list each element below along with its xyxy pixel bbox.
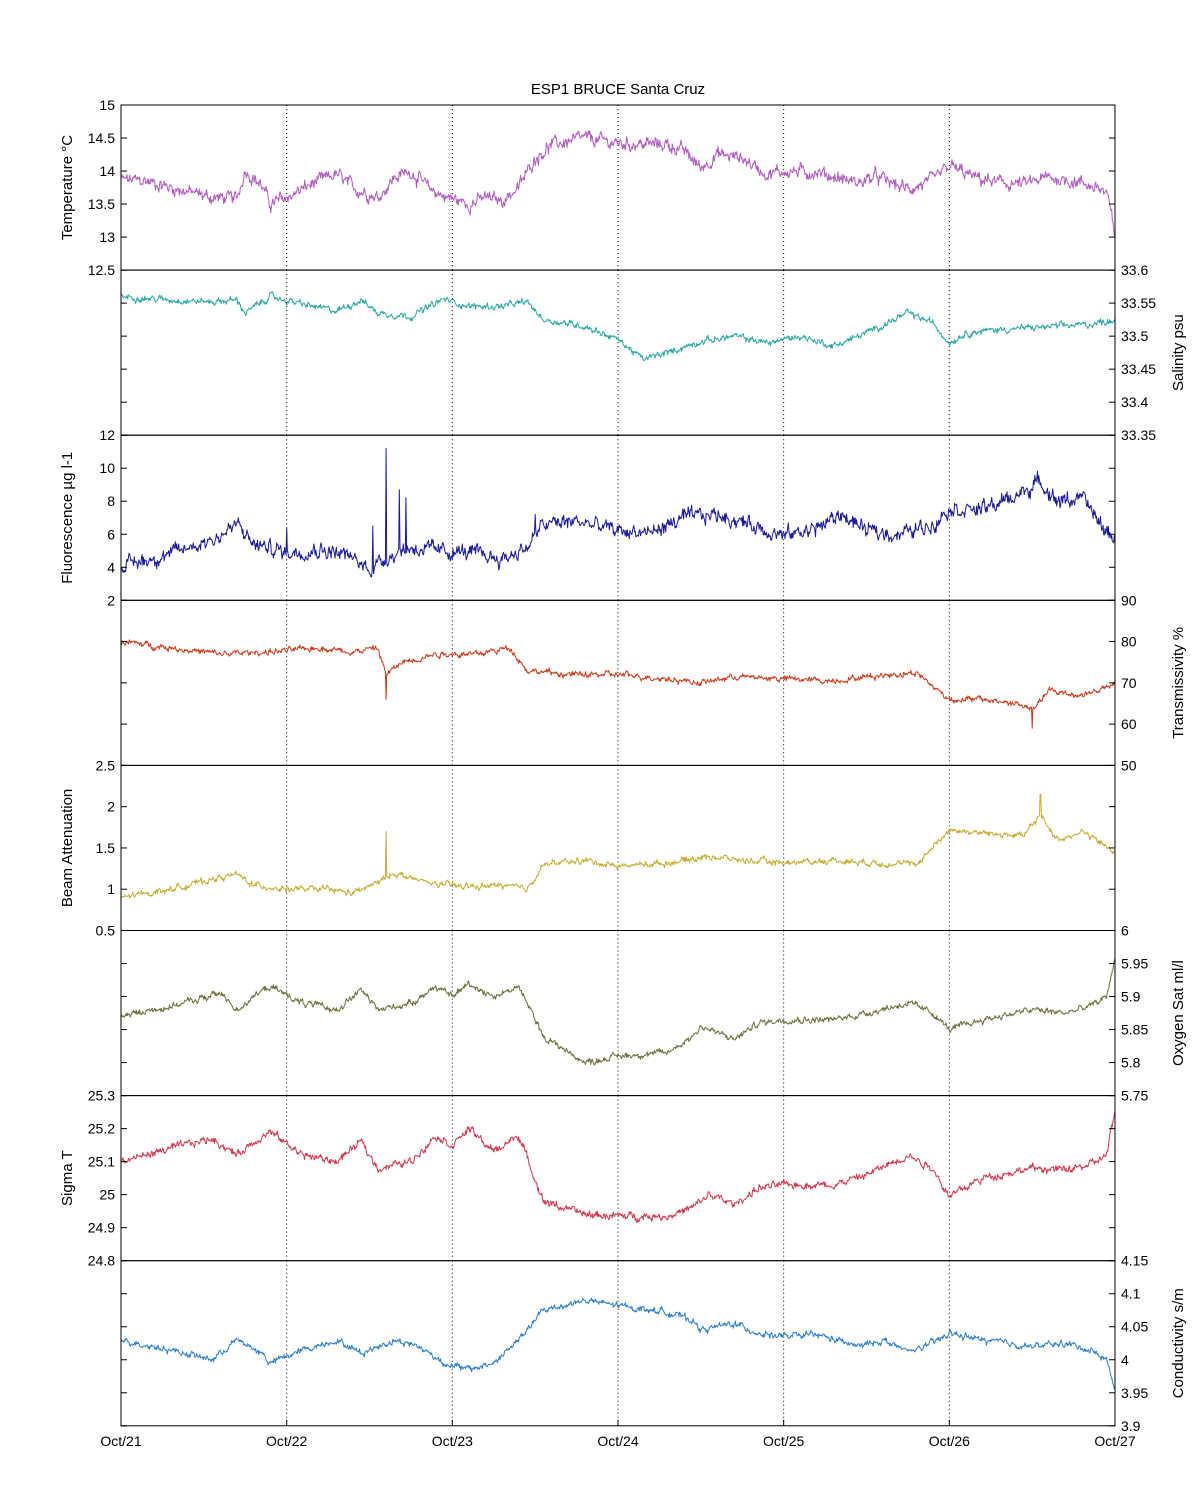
y-tick-label: 80 xyxy=(1121,634,1137,650)
y-tick-label: 24.9 xyxy=(88,1220,115,1236)
panel-oxygen-saturation: 5.75 5.8 5.85 5.9 5.95 6 Oxygen Sat ml/l xyxy=(120,923,1187,1104)
y-tick-label: 33.55 xyxy=(1121,295,1156,311)
y-tick-label: 6 xyxy=(107,526,115,542)
y-tick-label: 25.2 xyxy=(88,1121,115,1137)
y-tick-label: 70 xyxy=(1121,675,1137,691)
panel-transmissivity: 50 60 70 80 90 Transmissivity % xyxy=(120,592,1187,773)
panel-sigma-t: 24.8 24.9 25 25.1 25.2 25.3 Sigma T xyxy=(59,1088,1116,1269)
series-line-fluorescence xyxy=(120,447,1116,578)
y-axis-label: Sigma T xyxy=(59,1150,76,1206)
y-tick-label: 5.95 xyxy=(1121,956,1148,972)
y-tick-label: 15 xyxy=(99,97,115,113)
y-tick-label: 4 xyxy=(1121,1352,1129,1368)
y-tick-label: 33.45 xyxy=(1121,361,1156,377)
series-line-temperature xyxy=(120,130,1116,238)
panel-beam-attenuation: 0.5 1 1.5 2 2.5 Beam Attenuation xyxy=(59,757,1116,939)
y-tick-label: 4.05 xyxy=(1121,1319,1148,1335)
y-axis-label: Fluorescence µg l-1 xyxy=(59,452,76,584)
panel-salinity: 33.35 33.4 33.45 33.5 33.55 33.6 Salinity psu xyxy=(120,262,1187,443)
y-tick-label: 25.3 xyxy=(88,1088,115,1104)
y-tick-label: 50 xyxy=(1121,757,1137,773)
panel-conductivity: 3.9 3.95 4 4.05 4.1 4.15 Conductivity s/m xyxy=(120,1253,1187,1434)
y-tick-label: 14.5 xyxy=(88,130,115,146)
y-tick-label: 5.75 xyxy=(1121,1088,1148,1104)
series-line-sigma-t xyxy=(120,1111,1116,1224)
series-line-oxygen-saturation xyxy=(120,957,1116,1066)
panel-fluorescence: 2 4 6 8 10 12 Fluorescence µg l-1 xyxy=(59,427,1116,608)
y-tick-label: 1.5 xyxy=(96,840,116,856)
x-tick-label: Oct/21 xyxy=(100,1433,141,1449)
y-tick-label: 3.9 xyxy=(1121,1418,1141,1434)
y-tick-label: 25 xyxy=(99,1187,115,1203)
series-line-beam-attenuation xyxy=(120,793,1116,899)
y-tick-label: 5.8 xyxy=(1121,1055,1141,1071)
x-tick-label: Oct/24 xyxy=(597,1433,638,1449)
y-tick-label: 33.35 xyxy=(1121,427,1156,443)
y-tick-label: 14 xyxy=(99,163,115,179)
x-tick-label: Oct/26 xyxy=(929,1433,970,1449)
chart-title: ESP1 BRUCE Santa Cruz xyxy=(531,81,705,98)
y-tick-label: 10 xyxy=(99,460,115,476)
y-tick-label: 12.5 xyxy=(88,262,115,278)
y-tick-label: 3.95 xyxy=(1121,1385,1148,1401)
y-tick-label: 33.4 xyxy=(1121,394,1148,410)
y-tick-label: 0.5 xyxy=(96,923,116,939)
series-line-salinity xyxy=(120,291,1116,361)
series-line-transmissivity xyxy=(120,639,1116,729)
x-tick-label: Oct/27 xyxy=(1094,1433,1135,1449)
y-axis-label: Beam Attenuation xyxy=(59,789,76,907)
y-tick-label: 2 xyxy=(107,799,115,815)
y-tick-label: 5.9 xyxy=(1121,989,1141,1005)
y-tick-label: 2.5 xyxy=(96,757,116,773)
y-tick-label: 25.1 xyxy=(88,1154,115,1170)
y-tick-label: 8 xyxy=(107,493,115,509)
y-tick-label: 4.15 xyxy=(1121,1253,1148,1269)
y-tick-label: 13 xyxy=(99,229,115,245)
y-tick-label: 6 xyxy=(1121,923,1129,939)
y-axis-label: Conductivity s/m xyxy=(1170,1288,1187,1398)
x-tick-label: Oct/22 xyxy=(266,1433,307,1449)
y-tick-label: 12 xyxy=(99,427,115,443)
y-tick-label: 60 xyxy=(1121,716,1137,732)
y-axis-label: Transmissivity % xyxy=(1170,627,1187,739)
panel-temperature: 12.5 13 13.5 14 14.5 15 Temperature °C xyxy=(59,97,1116,278)
x-tick-label: Oct/25 xyxy=(763,1433,804,1449)
y-axis-label: Oxygen Sat ml/l xyxy=(1170,960,1187,1066)
y-axis-label: Salinity psu xyxy=(1170,314,1187,391)
series-line-conductivity xyxy=(120,1297,1116,1390)
y-tick-label: 33.6 xyxy=(1121,262,1148,278)
y-tick-label: 4 xyxy=(107,559,115,575)
y-tick-label: 24.8 xyxy=(88,1253,115,1269)
x-tick-label: Oct/23 xyxy=(432,1433,473,1449)
y-tick-label: 33.5 xyxy=(1121,328,1148,344)
y-tick-label: 2 xyxy=(107,592,115,608)
y-axis-label: Temperature °C xyxy=(59,135,76,240)
y-tick-label: 90 xyxy=(1121,592,1137,608)
y-tick-label: 1 xyxy=(107,881,115,897)
x-axis: Oct/21 Oct/22 Oct/23 Oct/24 Oct/25 Oct/26 Oct/… xyxy=(100,1419,1136,1449)
y-tick-label: 13.5 xyxy=(88,196,115,212)
y-tick-label: 4.1 xyxy=(1121,1286,1141,1302)
y-tick-label: 5.85 xyxy=(1121,1022,1148,1038)
